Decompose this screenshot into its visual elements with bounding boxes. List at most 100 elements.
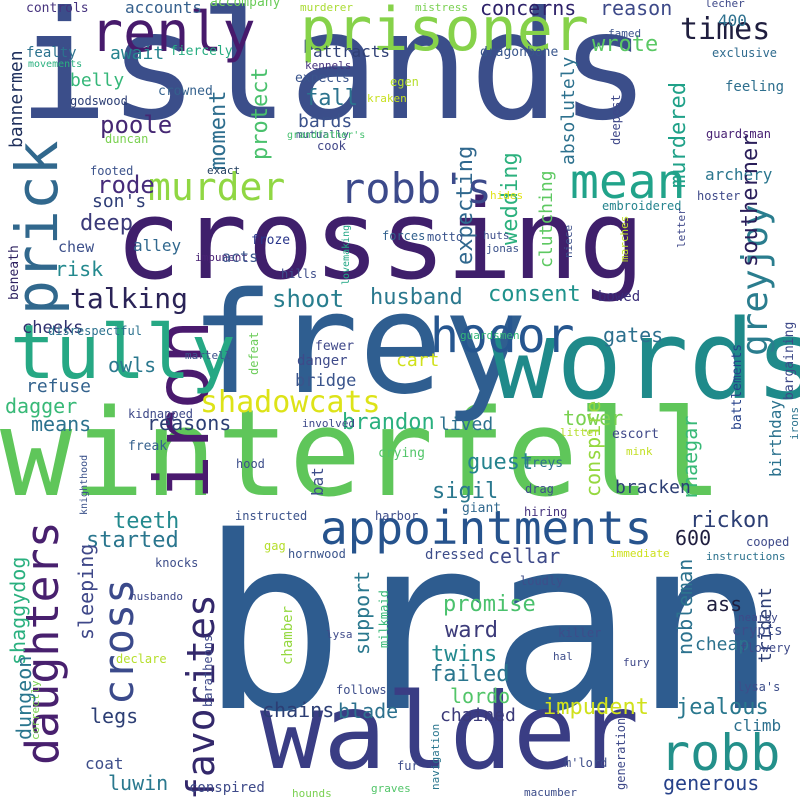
word-51: kennels [305,59,352,72]
word-114: means [31,412,92,436]
word-67: cook [317,139,346,153]
word-53: godswood [70,94,128,108]
word-149: cooped [746,535,790,549]
word-139: instructed [235,509,308,523]
word-120: birthday [766,399,785,477]
word-155: husbando [130,590,183,603]
word-163: crypts [732,623,783,639]
word-177: lordo [450,684,511,708]
word-137: teeth [113,509,180,534]
word-57: feeling [725,79,785,95]
word-164: promise [443,592,536,617]
word-141: hiring [524,505,568,519]
word-65: moment [206,90,231,170]
word-11: renly [90,0,256,64]
word-1: bran [200,485,778,765]
word-150: instructions [706,550,786,563]
word-107: bargaining [782,321,797,400]
word-96: risk [55,257,104,281]
word-34: accounts [125,0,203,17]
word-44: await [110,43,165,64]
word-165: ward [445,618,498,643]
word-62: murdered [666,82,691,188]
word-188: legs [90,704,139,728]
word-152: shaggydog [6,556,30,665]
word-148: cellar [488,544,561,568]
word-63: guardsman [706,127,772,141]
word-82: alley [133,236,182,255]
word-9: appointments [320,501,653,555]
word-47: dragonbone [480,45,559,60]
word-60: absolutely [558,56,579,165]
word-134: bat [308,467,327,496]
word-46: attracts [313,42,391,61]
word-39: famed [608,27,642,40]
word-190: luwin [108,771,169,795]
word-3: crossing [115,176,645,304]
word-33: concerns [480,0,577,20]
word-126: involved [302,417,355,430]
word-16: hodor [430,308,575,364]
word-123: escort [612,427,659,442]
word-174: fury [623,656,650,669]
word-94: acts [222,248,259,266]
word-115: reasons [147,411,232,435]
word-175: lysa's [737,680,781,694]
word-170: lysa [326,628,353,641]
word-159: nobleman [673,558,697,655]
word-77: hoster [697,189,741,203]
word-87: niece [562,224,575,258]
word-28: fall [305,86,358,111]
word-97: gates [603,323,664,347]
word-5: words [490,296,800,424]
word-30: rode [97,171,155,199]
word-74: footed [90,164,134,178]
word-20: shadowcats [200,385,381,420]
word-161: ass [706,592,743,616]
word-78: southerner [738,134,763,267]
word-197: graves [371,782,411,795]
word-6: walder [260,671,640,793]
word-73: exact [207,164,241,177]
word-10: tully [10,308,236,396]
word-156: chamber [280,605,296,665]
word-196: fur [397,759,419,773]
word-132: freys [524,456,564,471]
word-84: forces [382,229,426,243]
word-135: bracken [615,477,691,498]
word-72: son's [92,191,147,212]
word-147: immediate [610,547,670,560]
word-61: deepest [609,94,623,145]
word-138: giant [462,501,502,516]
word-183: chains [262,698,335,722]
word-54: crowned [158,84,213,99]
word-168: cheap [695,634,750,655]
word-176: failed [430,662,510,687]
word-160: nearby [738,611,778,624]
word-59: bards [298,111,353,132]
word-90: motto [427,230,464,244]
word-186: climb [733,716,782,735]
word-103: defeat [247,331,261,375]
word-0: islands [18,0,651,154]
word-40: lecher [705,0,745,10]
word-88: marches [618,215,631,262]
word-85: huts [483,229,510,242]
word-92: chew [58,238,95,256]
word-79: deep [80,211,133,236]
word-133: sigil [432,479,499,504]
word-100: disrespectful [48,324,142,338]
word-23: times [680,12,771,47]
word-69: expecting [453,145,478,265]
word-116: brandon [342,410,435,435]
word-91: letter [675,208,688,248]
word-140: harbor [375,509,419,523]
word-111: bridge [295,371,357,391]
word-193: m'lord [564,756,608,770]
word-86: jonas [486,242,520,255]
word-98: bowed [598,289,641,305]
word-52: egen [390,75,419,89]
word-26: consent [488,282,581,307]
word-194: generation [614,717,628,790]
word-178: baratheons [201,634,215,707]
